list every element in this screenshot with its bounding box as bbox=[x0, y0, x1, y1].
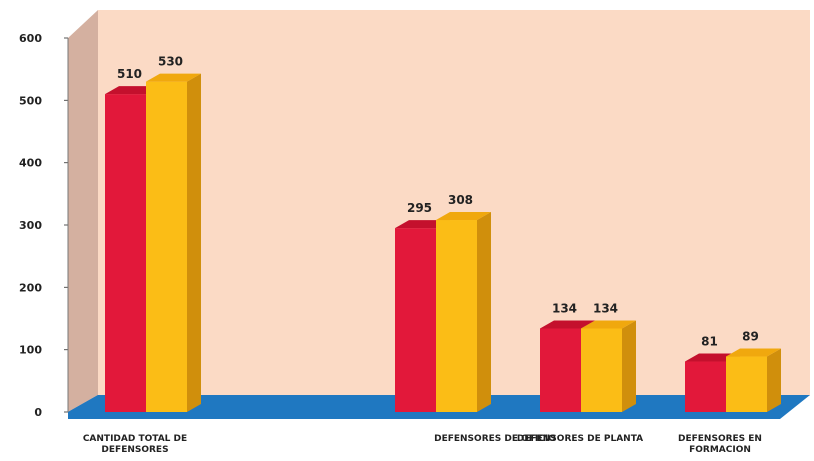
bar-side bbox=[477, 212, 491, 412]
x-tick-label: FORMACION bbox=[689, 445, 751, 455]
data-label: 89 bbox=[742, 330, 759, 344]
back-wall bbox=[98, 10, 810, 395]
bar-side bbox=[622, 320, 636, 412]
bar-front bbox=[540, 328, 581, 412]
x-tick-label: DEFENSORES DE OFICIO bbox=[434, 434, 556, 444]
y-tick-label: 500 bbox=[19, 94, 42, 107]
y-tick-label: 600 bbox=[19, 32, 42, 45]
bar-front bbox=[685, 361, 726, 412]
data-label: 510 bbox=[117, 67, 142, 81]
y-tick-label: 100 bbox=[19, 344, 42, 357]
bar-top bbox=[436, 212, 491, 221]
bar-side bbox=[187, 73, 201, 412]
bar-top bbox=[581, 320, 636, 329]
side-wall bbox=[68, 10, 98, 412]
x-tick-label: DEFENSORES DE PLANTA bbox=[517, 434, 643, 444]
data-label: 530 bbox=[158, 55, 183, 69]
bar-front bbox=[436, 220, 477, 412]
y-tick-label: 0 bbox=[34, 406, 42, 419]
bar-top bbox=[540, 320, 595, 329]
data-label: 308 bbox=[448, 193, 473, 207]
x-tick-label: CANTIDAD TOTAL DE bbox=[83, 434, 187, 444]
y-tick-label: 200 bbox=[19, 281, 42, 294]
data-label: 81 bbox=[701, 335, 718, 349]
bar-front bbox=[581, 328, 622, 412]
bar-top bbox=[726, 348, 781, 357]
bar-front bbox=[395, 228, 436, 412]
bar-top bbox=[146, 73, 201, 82]
data-label: 134 bbox=[593, 301, 618, 315]
bar-side bbox=[767, 348, 781, 412]
x-tick-label: DEFENSORES bbox=[101, 445, 168, 455]
bar-front bbox=[146, 81, 187, 412]
bar-front bbox=[105, 94, 146, 412]
data-label: 134 bbox=[552, 301, 577, 315]
y-tick-label: 300 bbox=[19, 219, 42, 232]
y-tick-label: 400 bbox=[19, 157, 42, 170]
data-label: 295 bbox=[407, 201, 432, 215]
bar-front bbox=[726, 356, 767, 412]
x-tick-label: DEFENSORES EN bbox=[678, 434, 762, 444]
